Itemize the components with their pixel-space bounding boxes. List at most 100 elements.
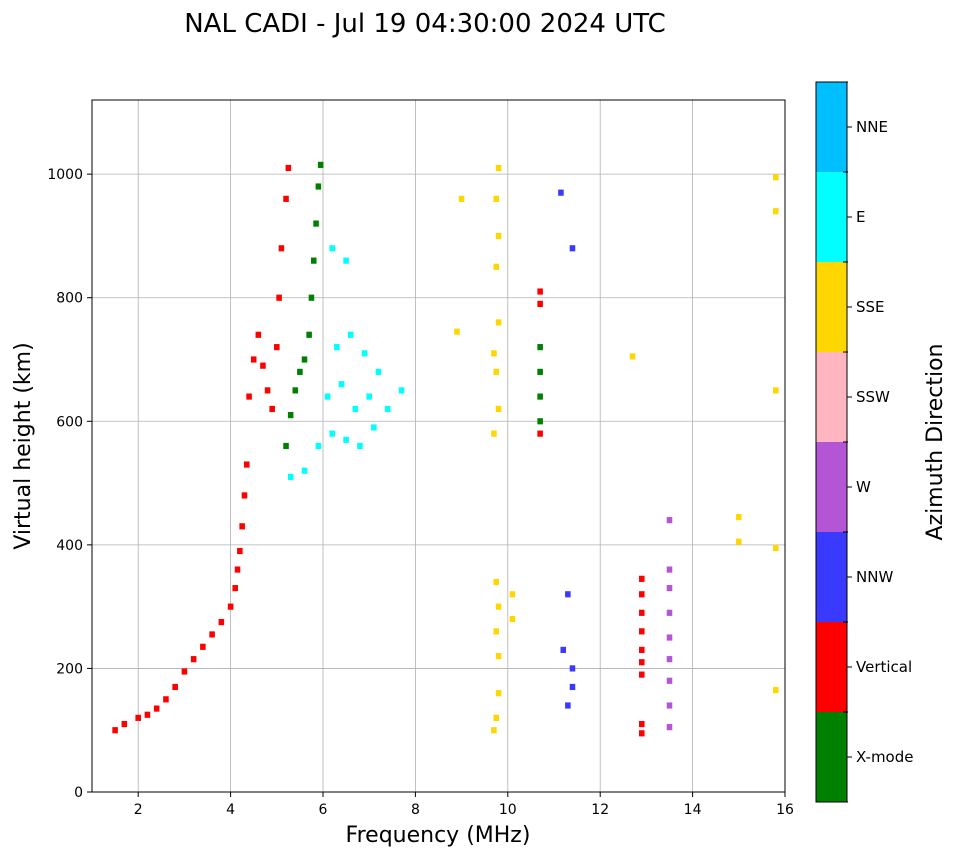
echo-point [371, 424, 377, 431]
echo-point [565, 702, 571, 709]
echo-point [343, 257, 349, 264]
echo-point [569, 245, 576, 252]
echo-point [495, 319, 502, 326]
trace-o-mode-f-trace-low [112, 461, 250, 734]
echo-point [454, 328, 460, 335]
echo-point [639, 659, 645, 666]
echo-point [264, 387, 271, 394]
echo-point [639, 609, 645, 616]
echo-point [347, 331, 354, 338]
echo-point [772, 544, 779, 552]
echo-point [772, 208, 779, 215]
trace-echo-column-13-5-mhz [666, 517, 673, 731]
colorbar-tick-label: W [856, 478, 871, 496]
echo-point [666, 634, 673, 641]
echo-point [292, 387, 299, 394]
echo-point [243, 461, 250, 468]
x-tick-label: 10 [499, 802, 517, 818]
echo-point [287, 473, 294, 480]
trace-echo-column-10-7-mhz-red [537, 288, 543, 437]
echo-point [338, 381, 345, 388]
echo-point [361, 350, 368, 357]
trace-x-mode-trace [283, 161, 324, 450]
echo-point [493, 628, 500, 635]
echo-point [639, 591, 645, 598]
echo-point [250, 356, 257, 363]
x-tick-label: 12 [591, 802, 609, 818]
x-tick-label: 8 [411, 802, 420, 818]
echo-point [666, 724, 673, 731]
echo-point [666, 517, 673, 524]
plot-frame [91, 99, 786, 793]
echo-point [736, 538, 742, 545]
x-tick-label: 14 [684, 802, 702, 818]
echo-point [375, 368, 382, 375]
echo-point [276, 294, 282, 301]
echo-point [666, 566, 673, 573]
echo-point [144, 711, 151, 718]
echo-point [241, 492, 248, 499]
trace-echo-column-12-9-mhz [639, 575, 645, 737]
echo-point [269, 405, 275, 413]
echo-point [315, 442, 322, 450]
y-tick-label: 400 [56, 538, 83, 554]
echo-point [639, 646, 645, 653]
echo-point [237, 547, 243, 555]
echo-point [308, 294, 315, 301]
echo-point [297, 368, 303, 375]
trace-scattered-echoes-11-3-mhz [558, 189, 576, 709]
echo-point [398, 387, 405, 394]
colorbar-segment-nnw [816, 532, 847, 622]
echo-point [153, 705, 160, 712]
echo-point [343, 436, 349, 443]
trace-spread-echoes [287, 245, 405, 480]
echo-points [112, 161, 779, 737]
echo-point [334, 344, 340, 351]
echo-point [135, 714, 141, 721]
echo-point [218, 619, 225, 626]
echo-point [301, 467, 308, 474]
y-tick-label: 800 [56, 291, 83, 307]
echo-point [234, 566, 241, 573]
x-axis-ticks: 2 4 6 8 10 12 14 16 [134, 792, 794, 818]
echo-point [639, 730, 645, 737]
echo-point [493, 368, 500, 375]
y-tick-label: 600 [56, 414, 83, 430]
echo-point [772, 686, 779, 694]
echo-point [121, 720, 128, 728]
echo-point [639, 575, 645, 582]
echo-point [283, 442, 289, 450]
echo-point [495, 690, 502, 697]
echo-point [172, 683, 178, 691]
echo-point [537, 393, 543, 400]
echo-point [666, 702, 673, 709]
colorbar-tick-label: Vertical [856, 658, 912, 676]
trace-high-frequency-echoes [454, 174, 779, 694]
echo-point [495, 652, 502, 660]
echo-point [639, 628, 645, 635]
x-tick-label: 6 [319, 802, 328, 818]
colorbar-tick-label: NNE [856, 118, 888, 136]
echo-point [537, 418, 543, 425]
colorbar-frame [815, 81, 848, 803]
echo-point [285, 164, 292, 172]
echo-point [666, 656, 673, 663]
echo-point [200, 643, 206, 650]
azimuth-colorbar: X-mode Vertical NNW W SSW SSE E NNE [815, 81, 913, 803]
echo-point [301, 356, 308, 363]
echo-point [384, 405, 391, 413]
echo-point [495, 405, 502, 413]
colorbar-tick-label: E [856, 208, 865, 226]
echo-point [495, 232, 502, 240]
echo-point [324, 393, 331, 400]
y-tick-label: 0 [74, 785, 83, 801]
trace-scattered-echoes-9-8-mhz [491, 164, 516, 734]
colorbar-segment-x-mode [816, 712, 847, 802]
echo-point [112, 727, 118, 734]
echo-point [181, 668, 188, 675]
echo-point [772, 174, 779, 181]
colorbar-segment-w [816, 442, 847, 532]
echo-point [569, 665, 576, 672]
x-tick-label: 4 [226, 802, 235, 818]
